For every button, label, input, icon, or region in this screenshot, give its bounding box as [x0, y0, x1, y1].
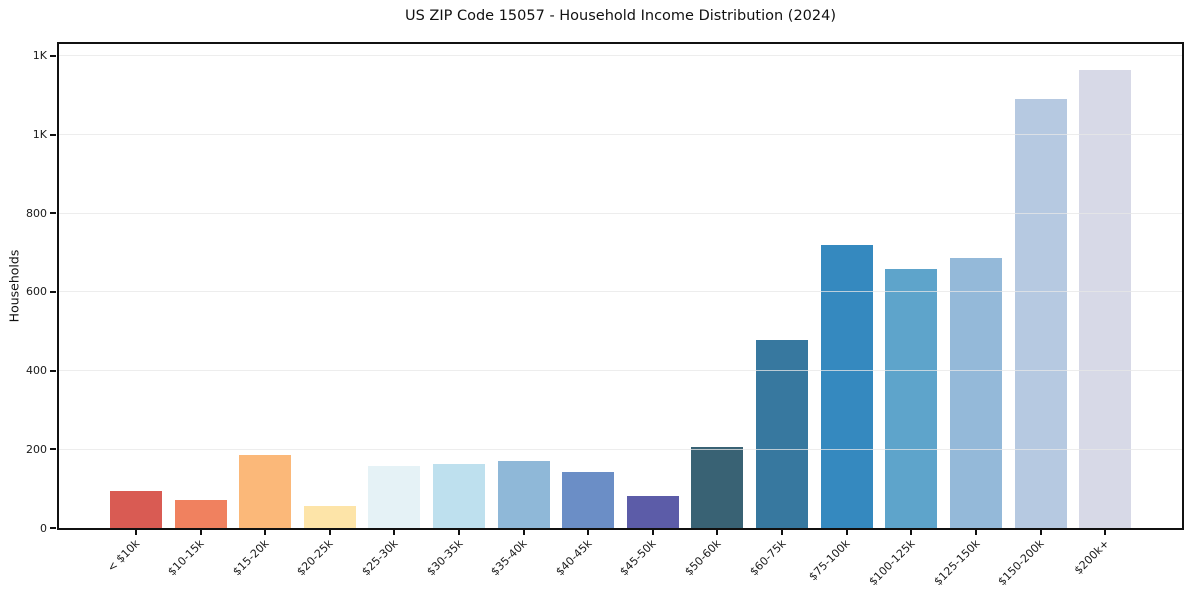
y-tick-label: 1K	[32, 128, 47, 141]
y-tick-mark	[50, 448, 56, 451]
x-tick-label: $30-35k	[423, 537, 466, 579]
bar	[239, 455, 292, 528]
x-tick-label: $75-100k	[806, 537, 853, 584]
x-tick-label: $25-30k	[359, 537, 401, 579]
x-tick-label: $35-40k	[488, 537, 530, 579]
x-tick-label: $50-60k	[682, 537, 724, 579]
bar	[562, 472, 615, 528]
bar	[949, 258, 1002, 528]
y-tick-label: 400	[26, 364, 47, 378]
x-tick-label: $150-200k	[995, 537, 1047, 589]
y-tick-mark	[50, 133, 56, 136]
bar	[497, 461, 550, 528]
x-tick-label: $45-50k	[617, 537, 660, 579]
bar	[368, 466, 421, 528]
bar	[691, 447, 744, 528]
x-tick-label: $40-45k	[553, 537, 595, 579]
y-tick-label: 0	[40, 521, 47, 535]
bar	[109, 491, 162, 528]
y-tick-label: 800	[26, 206, 47, 220]
x-tick-label: $15-20k	[230, 537, 272, 579]
bar	[174, 500, 227, 528]
x-tick-label: < $10k	[104, 537, 143, 575]
chart-title: US ZIP Code 15057 - Household Income Dis…	[404, 8, 837, 24]
bar	[1079, 70, 1132, 528]
x-tick-label: $20-25k	[294, 537, 336, 579]
x-tick-mark	[328, 530, 331, 535]
x-tick-mark	[264, 530, 267, 535]
x-tick-mark	[651, 530, 654, 535]
y-tick-label: 200	[26, 442, 47, 456]
x-tick-mark	[974, 530, 977, 535]
gridline	[59, 134, 1182, 135]
gridline	[59, 291, 1182, 293]
x-tick-label: $125-150k	[930, 537, 983, 589]
x-tick-label: $10-15k	[165, 537, 207, 579]
x-tick-mark	[910, 530, 913, 535]
bar	[1014, 99, 1067, 528]
gridline	[59, 55, 1182, 57]
x-tick-mark	[1104, 530, 1107, 535]
x-tick-mark	[845, 530, 848, 535]
bar	[820, 245, 873, 528]
x-tick-mark	[134, 530, 137, 535]
x-tick-label: $60-75k	[746, 537, 789, 579]
y-tick-label: 600	[26, 285, 47, 299]
y-tick-mark	[50, 54, 56, 57]
bar	[756, 340, 808, 528]
y-tick-mark	[50, 527, 56, 529]
x-tick-mark	[781, 530, 783, 535]
gridline	[59, 448, 1182, 450]
y-tick-label: 1K	[32, 49, 47, 63]
gridline	[59, 212, 1182, 214]
bar	[626, 496, 679, 528]
x-tick-label: $100-125k	[866, 537, 918, 589]
x-tick-mark	[1039, 530, 1042, 535]
bar	[885, 269, 938, 528]
x-tick-mark	[587, 530, 590, 535]
y-tick-mark	[50, 369, 56, 372]
x-tick-mark	[199, 530, 202, 535]
x-tick-mark	[393, 530, 396, 535]
y-axis-label: Households	[6, 249, 22, 323]
x-tick-mark	[458, 530, 460, 535]
x-tick-mark	[716, 530, 719, 535]
y-tick-mark	[50, 290, 56, 293]
x-tick-mark	[522, 530, 525, 535]
x-tick-label: $200k+	[1071, 537, 1112, 578]
gridline	[59, 370, 1182, 372]
bar	[433, 464, 485, 528]
bar	[303, 506, 356, 528]
y-tick-mark	[50, 212, 56, 215]
